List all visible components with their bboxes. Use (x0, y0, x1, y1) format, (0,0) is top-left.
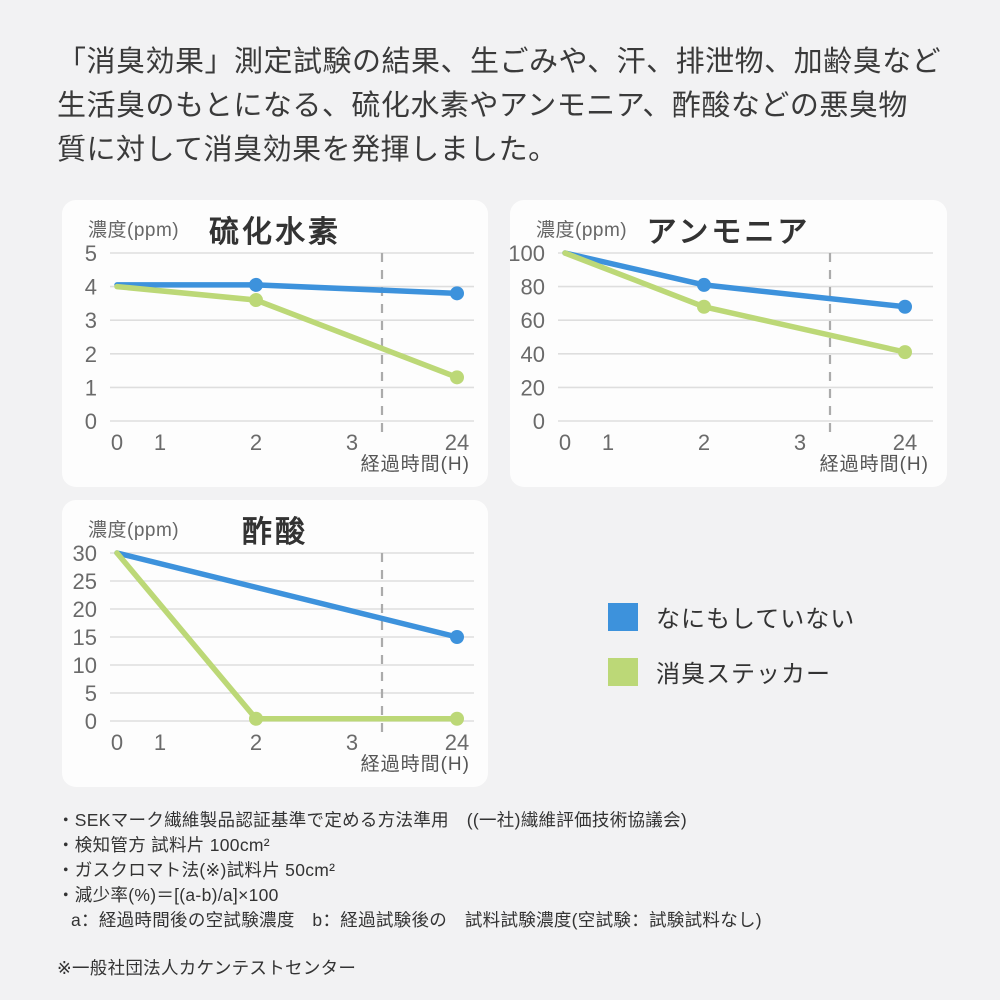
svg-text:30: 30 (73, 541, 97, 566)
svg-text:80: 80 (521, 275, 545, 300)
svg-text:0: 0 (111, 430, 123, 455)
svg-text:25: 25 (73, 569, 97, 594)
svg-text:0: 0 (85, 709, 97, 734)
svg-text:20: 20 (73, 597, 97, 622)
chart-title-ammonia: アンモニア (646, 216, 811, 249)
svg-text:24: 24 (893, 430, 917, 455)
svg-text:100: 100 (510, 241, 545, 266)
footnote-variable-definitions: a：経過時間後の空試験濃度 b：経過試験後の 試料試験濃度(空試験：試験試料なし… (71, 910, 762, 930)
chart-card-ammonia: 100 80 60 40 20 0 0 1 2 3 24 濃度(ppm) アンモニア 経過時間(H) (510, 200, 947, 487)
chart-card-acetic-acid: 30 25 20 15 10 5 0 0 1 2 3 24 濃度(ppm) 酢酸 経過時間(H) (62, 500, 488, 787)
legend-swatch-blue (608, 602, 638, 631)
chart-title-hydrogen-sulfide: 硫化水素 (209, 216, 341, 249)
legend-label-untreated: なにもしていない (656, 606, 856, 633)
chart-card-hydrogen-sulfide: 5 4 3 2 1 0 0 1 2 3 24 濃度(ppm) 硫化水素 経過時間(H) (62, 200, 488, 487)
svg-text:0: 0 (85, 409, 97, 434)
source-note: ※一般社団法人カケンテストセンター (57, 958, 357, 978)
legend-item-untreated: なにもしていない (608, 599, 855, 634)
svg-text:5: 5 (85, 241, 97, 266)
legend-label-deodorant-sticker: 消臭ステッカー (656, 661, 831, 688)
header-line-2: 生活臭のもとになる、硫化水素やアンモニア、酢酸などの悪臭物 (57, 90, 908, 122)
svg-text:20: 20 (521, 375, 545, 400)
y-axis-label: 濃度(ppm) (536, 220, 628, 241)
footnote-method-standard: ・SEKマーク繊維製品認証基準で定める方法準用 ((一社)繊維評価技術協議会) (57, 810, 688, 830)
svg-text:24: 24 (445, 430, 469, 455)
svg-text:10: 10 (73, 653, 97, 678)
svg-text:1: 1 (154, 730, 166, 755)
ammonia-line-chart: 100 80 60 40 20 00 1 2 3 24 (510, 241, 933, 455)
legend: なにもしていない 消臭ステッカー (608, 599, 855, 709)
svg-text:2: 2 (85, 342, 97, 367)
x-axis-label: 経過時間(H) (819, 454, 929, 475)
legend-item-deodorant-sticker: 消臭ステッカー (608, 654, 855, 689)
svg-text:2: 2 (698, 430, 710, 455)
chart-title-acetic-acid: 酢酸 (242, 516, 308, 549)
svg-text:0: 0 (111, 730, 123, 755)
svg-text:3: 3 (85, 308, 97, 333)
x-axis-label: 経過時間(H) (360, 754, 470, 775)
svg-text:1: 1 (154, 430, 166, 455)
footnote-gas-chromatography: ・ガスクロマト法(※)試料片 50cm² (57, 860, 336, 880)
svg-text:15: 15 (73, 625, 97, 650)
svg-text:0: 0 (559, 430, 571, 455)
header-text: 「消臭効果」測定試験の結果、生ごみや、汗、排泄物、加齢臭など 生活臭のもとになる… (57, 40, 957, 172)
footnotes: ・SEKマーク繊維製品認証基準で定める方法準用 ((一社)繊維評価技術協議会) … (57, 808, 957, 980)
svg-text:60: 60 (521, 308, 545, 333)
footnote-reduction-formula: ・減少率(%)＝[(a-b)/a]×100 (57, 885, 279, 905)
svg-text:3: 3 (346, 430, 358, 455)
x-axis-label: 経過時間(H) (360, 454, 470, 475)
y-axis-label: 濃度(ppm) (88, 220, 180, 241)
svg-text:3: 3 (346, 730, 358, 755)
svg-text:24: 24 (445, 730, 469, 755)
footnote-detector-tube: ・検知管方 試料片 100cm² (57, 835, 270, 855)
hydrogen-sulfide-line-chart: 5 4 3 2 1 00 1 2 3 24 (85, 241, 474, 455)
header-line-1: 「消臭効果」測定試験の結果、生ごみや、汗、排泄物、加齢臭など (57, 46, 942, 78)
header-line-3: 質に対して消臭効果を発揮しました。 (57, 134, 558, 166)
svg-text:1: 1 (602, 430, 614, 455)
svg-text:2: 2 (250, 430, 262, 455)
svg-text:4: 4 (85, 275, 97, 300)
legend-swatch-green (608, 657, 638, 686)
svg-text:40: 40 (521, 342, 545, 367)
svg-text:3: 3 (794, 430, 806, 455)
svg-text:0: 0 (533, 409, 545, 434)
svg-text:2: 2 (250, 730, 262, 755)
svg-text:1: 1 (85, 375, 97, 400)
y-axis-label: 濃度(ppm) (88, 520, 180, 541)
svg-text:5: 5 (85, 681, 97, 706)
